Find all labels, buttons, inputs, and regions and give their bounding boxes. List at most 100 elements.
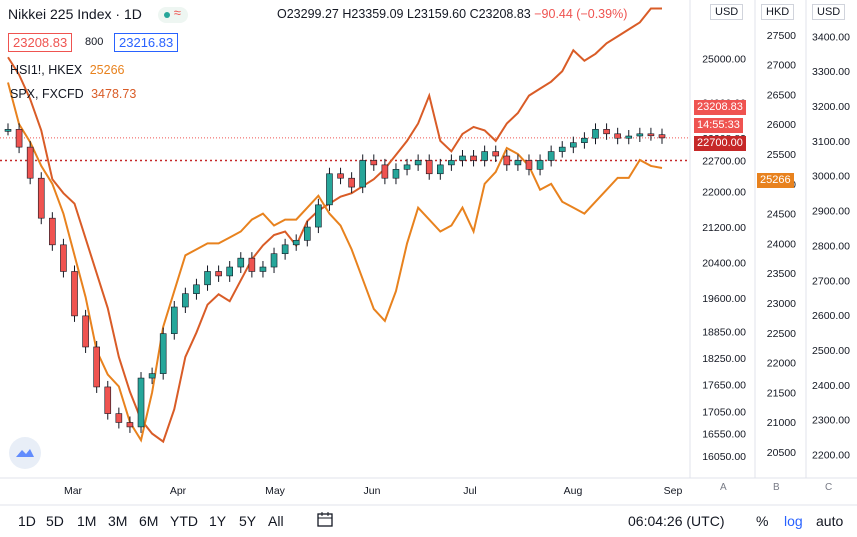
scale-c-label[interactable]: C [825, 482, 833, 493]
candle-body-28 [315, 204, 322, 228]
candle-body-14 [159, 333, 167, 374]
buy-price-box[interactable]: 23216.83 [114, 33, 179, 52]
range-6m[interactable]: 6M [139, 513, 159, 529]
symbol-title[interactable]: Nikkei 225 Index · 1D [8, 6, 142, 22]
candle-body-18 [204, 271, 211, 286]
candle-body-45 [503, 155, 511, 166]
scale-a-label[interactable]: A [720, 482, 727, 493]
candle-body-51 [570, 142, 577, 148]
y-tick-hsi-10: 25500 [767, 149, 796, 161]
y-tick-spx-5: 2700.00 [812, 275, 850, 287]
log-toggle[interactable]: log [784, 513, 803, 529]
candle-body-39 [437, 164, 444, 175]
range-5y[interactable]: 5Y [239, 513, 257, 529]
y-tick-nikkei-9: 22000.00 [702, 187, 746, 199]
candle-body-48 [536, 160, 544, 170]
candle-body-38 [425, 160, 433, 175]
scale-currency-a[interactable]: USD [710, 4, 744, 20]
candle-body-33 [370, 160, 378, 166]
candle-body-20 [226, 266, 233, 277]
overlay-hsi[interactable]: HSI1!, HKEX 25266 [10, 63, 125, 77]
x-tick-jun: Jun [364, 485, 381, 497]
candle-body-57 [636, 133, 644, 137]
y-tick-spx-2: 2400.00 [812, 380, 850, 392]
tradingview-logo-icon[interactable] [9, 437, 41, 469]
candle-body-56 [625, 135, 633, 139]
candle-body-59 [658, 134, 666, 139]
ohlc-readout: O23299.27 H23359.09 L23159.60 C23208.83 … [277, 7, 627, 21]
y-tick-hsi-13: 27000 [767, 60, 796, 72]
y-tick-spx-12: 3400.00 [812, 31, 850, 43]
candle-body-34 [381, 164, 389, 179]
percent-toggle[interactable]: % [756, 513, 769, 529]
candle-body-26 [292, 240, 300, 246]
y-tick-spx-3: 2500.00 [812, 345, 850, 357]
candle-body-35 [392, 169, 400, 179]
candle-body-2 [26, 146, 34, 179]
series-line-hsi [7, 82, 663, 443]
y-tick-spx-7: 2900.00 [812, 206, 850, 218]
candle-body-31 [348, 177, 355, 188]
high-value: H23359.09 [342, 7, 404, 21]
overlay-hsi-label: HSI1!, HKEX [10, 63, 83, 77]
candle-body-15 [170, 306, 178, 334]
x-tick-may: May [265, 485, 286, 497]
range-all[interactable]: All [268, 513, 284, 529]
line-level-tag: 22700.00 [694, 136, 746, 151]
range-5d[interactable]: 5D [46, 513, 64, 529]
candle-body-4 [49, 217, 56, 246]
candle-body-52 [581, 137, 588, 143]
candle-body-19 [215, 271, 222, 277]
range-3m[interactable]: 3M [108, 513, 128, 529]
candle-body-32 [359, 160, 367, 188]
scale-currency-c[interactable]: USD [812, 4, 846, 20]
candle-body-13 [148, 373, 156, 379]
auto-toggle[interactable]: auto [816, 513, 844, 529]
range-1y[interactable]: 1Y [209, 513, 227, 529]
y-tick-hsi-3: 22000 [767, 358, 796, 370]
sell-price-box[interactable]: 23208.83 [8, 33, 73, 52]
market-status-icon[interactable] [157, 5, 188, 24]
y-tick-hsi-14: 27500 [767, 30, 796, 42]
y-tick-hsi-7: 24000 [767, 238, 796, 250]
y-tick-hsi-2: 21500 [767, 387, 796, 399]
hsi-last-tag: 25266 [757, 173, 794, 188]
candle-body-55 [614, 133, 621, 139]
y-tick-nikkei-7: 20400.00 [702, 258, 746, 270]
range-ytd[interactable]: YTD [170, 513, 198, 529]
series-line-spx [7, 7, 662, 444]
y-tick-hsi-4: 22500 [767, 328, 796, 340]
candle-body-50 [558, 146, 566, 152]
scale-currency-b[interactable]: HKD [761, 4, 795, 20]
candle-body-16 [182, 293, 189, 308]
scale-b-label[interactable]: B [773, 482, 780, 493]
range-1d[interactable]: 1D [18, 513, 36, 529]
y-tick-hsi-1: 21000 [767, 417, 796, 429]
overlay-spx[interactable]: SPX, FXCFD 3478.73 [10, 87, 136, 101]
change-value: −90.44 (−0.39%) [534, 7, 628, 21]
candle-body-44 [492, 151, 500, 157]
y-tick-spx-1: 2300.00 [812, 415, 850, 427]
candle-body-23 [259, 266, 267, 272]
candle-body-40 [448, 160, 455, 166]
x-tick-mar: Mar [64, 485, 83, 497]
y-tick-hsi-5: 23000 [767, 298, 796, 310]
candle-body-17 [193, 284, 200, 294]
y-tick-nikkei-6: 19600.00 [702, 293, 746, 305]
y-tick-nikkei-3: 17650.00 [702, 380, 746, 392]
overlay-spx-value: 3478.73 [91, 87, 137, 101]
candle-body-8 [93, 346, 100, 388]
candle-body-22 [248, 257, 256, 272]
candle-body-58 [647, 133, 655, 137]
candle-body-37 [414, 160, 422, 166]
y-tick-hsi-6: 23500 [767, 268, 796, 280]
candle-body-6 [71, 271, 78, 317]
candle-body-29 [326, 173, 333, 206]
candle-body-0 [4, 129, 12, 132]
x-tick-apr: Apr [170, 485, 187, 497]
date-range-calendar-icon[interactable] [316, 510, 334, 531]
range-1m[interactable]: 1M [77, 513, 97, 529]
x-tick-aug: Aug [564, 485, 583, 497]
clock-readout[interactable]: 06:04:26 (UTC) [628, 513, 725, 529]
